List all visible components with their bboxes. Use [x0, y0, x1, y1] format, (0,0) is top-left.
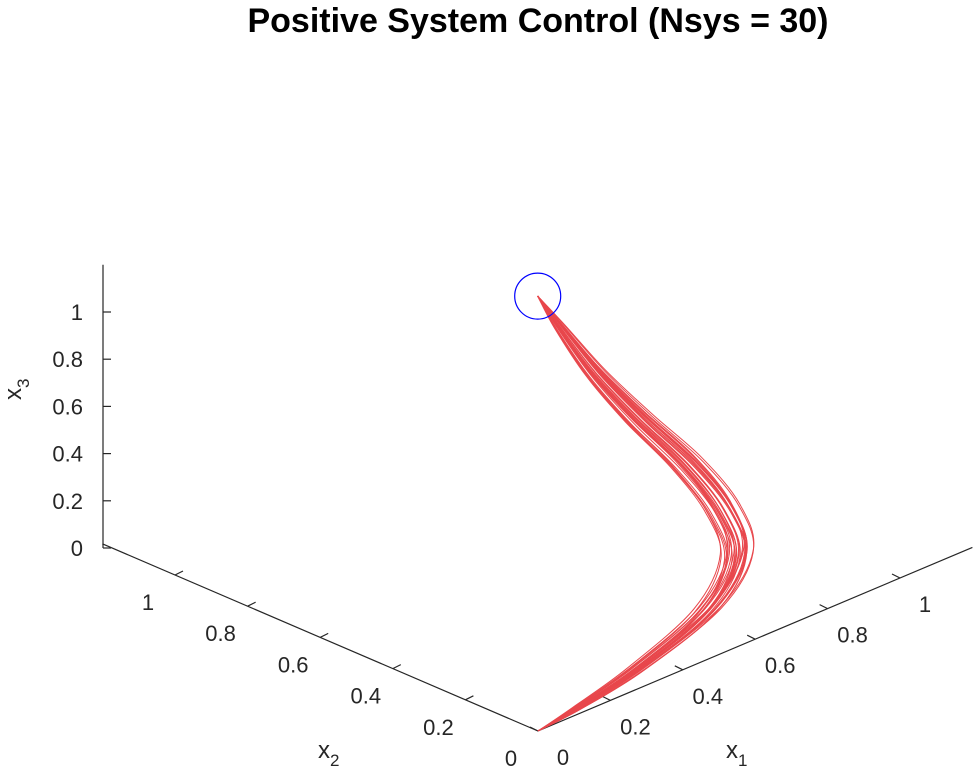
trajectory-line [537, 295, 728, 732]
chart-title: Positive System Control (Nsys = 30) [247, 2, 828, 40]
z-tick-label: 0.6 [52, 394, 83, 419]
y-tick-mark [174, 570, 184, 576]
y-axis-label-base: x [318, 737, 330, 764]
x-tick-mark [674, 665, 684, 671]
z-tick-label: 1 [71, 300, 83, 325]
trajectory-line [537, 295, 731, 732]
trajectory-line [537, 295, 745, 732]
x-tick-label: 0.6 [765, 653, 796, 678]
x-tick-mark [891, 573, 901, 579]
y-tick-label: 0.2 [423, 715, 454, 740]
z-axis-label-sub: 3 [14, 379, 33, 388]
x-tick-label: 0.2 [620, 714, 651, 739]
x-axis-label: x1 [726, 737, 747, 770]
y-tick-label: 0.8 [205, 621, 236, 646]
trajectory-line [537, 295, 726, 732]
z-tick-label: 0.2 [52, 489, 83, 514]
trajectory-line [537, 295, 741, 732]
x-axis-label-base: x [726, 737, 738, 764]
x-ticks: 0 0.2 0.4 0.6 0.8 1 [529, 573, 931, 770]
z-axis-label-base: x [0, 388, 27, 400]
x-axis-label-sub: 1 [738, 751, 747, 770]
x-tick-label: 0 [557, 745, 569, 770]
z-tick-label: 0.8 [52, 347, 83, 372]
trajectory-line [537, 295, 748, 732]
z-axis-label: x3 [0, 379, 33, 400]
y-tick-label: 0.4 [351, 684, 382, 709]
y-tick-mark [392, 664, 402, 670]
y-axis-label: x2 [318, 737, 339, 770]
y-tick-label: 1 [142, 590, 154, 615]
axes-lines [102, 264, 973, 732]
y-tick-mark [247, 601, 256, 607]
x-tick-label: 1 [919, 592, 931, 617]
x-tick-label: 0.8 [837, 623, 868, 648]
x-tick-mark [746, 634, 756, 640]
x-tick-label: 0.4 [693, 684, 724, 709]
trajectory-line [537, 295, 733, 732]
x-tick-mark [819, 604, 828, 610]
x-tick-mark [602, 695, 611, 701]
z-ticks: 0 0.2 0.4 0.6 0.8 1 [52, 300, 111, 561]
z-tick-label: 0 [71, 536, 83, 561]
start-point-marker [514, 272, 562, 320]
y-tick-label: 0.6 [278, 652, 309, 677]
trajectory-series [537, 295, 755, 732]
y-tick-label: 0 [505, 746, 517, 771]
x-tick-mark [529, 726, 539, 732]
y-tick-mark [319, 632, 329, 638]
y-axis-label-sub: 2 [330, 751, 339, 770]
y-ticks: 0 0.2 0.4 0.6 0.8 1 [142, 570, 547, 771]
y-tick-mark [465, 695, 474, 701]
z-tick-label: 0.4 [52, 442, 83, 467]
